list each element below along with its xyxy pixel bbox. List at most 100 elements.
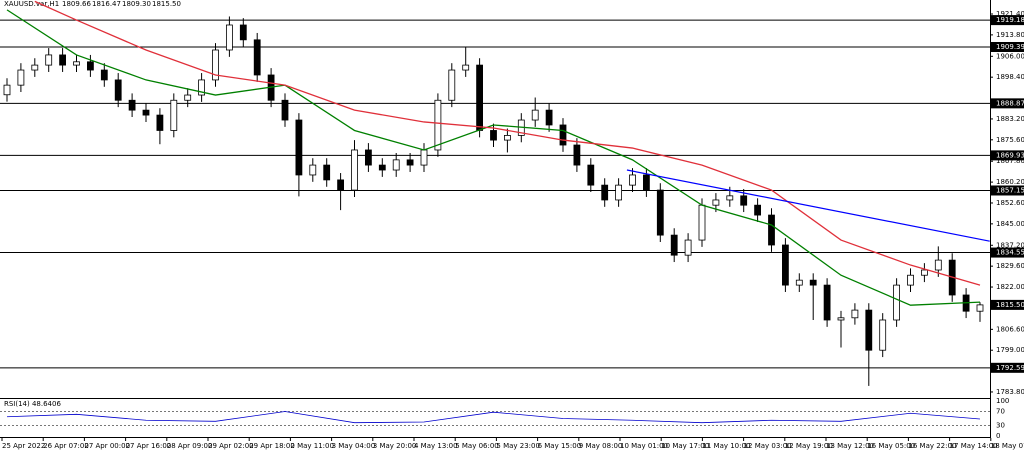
candle-body [795, 279, 803, 286]
x-tick-label: 27 Apr 16:00 [126, 442, 172, 450]
y-tick-label: 1822.00 [996, 283, 1024, 291]
candle-body [809, 279, 817, 286]
candle-body [59, 54, 66, 66]
y-tick-label: 1898.40 [996, 73, 1024, 81]
level-label-box [991, 150, 1024, 161]
candle-body [434, 99, 442, 151]
candle-body [364, 149, 372, 166]
candle-body [615, 184, 622, 201]
rsi-tick-label: 70 [996, 408, 1005, 416]
candle-body [45, 54, 53, 66]
level-label: 1919.18 [996, 16, 1024, 24]
quote-value: 1816.47 [92, 0, 121, 8]
price-label: 1815.50 [996, 301, 1024, 309]
candle-body [156, 114, 164, 131]
candle-body [253, 39, 261, 76]
x-tick-label: 12 May 03:00 [744, 442, 792, 450]
candle-body [3, 84, 11, 96]
quote-value: 1809.66 [62, 0, 91, 8]
y-tick-label: 1867.80 [996, 157, 1024, 165]
quote-value: 1809.30 [122, 0, 151, 8]
candle-body [198, 79, 206, 96]
candle-body [601, 184, 609, 201]
rsi-tick-label: 100 [996, 397, 1009, 405]
candle-body [420, 149, 428, 166]
candle-body [559, 124, 567, 146]
y-tick-label: 1921.40 [996, 10, 1024, 18]
rsi-tick-label: 0 [996, 432, 1000, 440]
candle-body [100, 69, 108, 81]
y-tick-label: 1783.80 [996, 388, 1024, 396]
y-tick-label: 1906.00 [996, 52, 1024, 60]
candle-body [907, 274, 914, 286]
candle-body [670, 234, 678, 256]
x-tick-label: 10 May 17:00 [661, 442, 709, 450]
y-tick-label: 1913.80 [996, 31, 1024, 39]
x-tick-label: 3 May 20:00 [373, 442, 417, 450]
candle-body [351, 149, 358, 191]
level-label-box [991, 362, 1024, 373]
candle-body [295, 119, 303, 176]
candle-body [406, 159, 414, 166]
level-label-box [991, 41, 1024, 52]
candle-body [823, 284, 831, 321]
candle-body [573, 144, 581, 166]
level-label-box [991, 247, 1024, 258]
y-tick-label: 1806.60 [996, 325, 1024, 333]
candle-body [31, 64, 39, 71]
x-tick-label: 13 May 12:00 [826, 442, 874, 450]
candle-body [643, 174, 650, 191]
x-tick-label: 5 May 23:00 [496, 442, 540, 450]
rsi-line [6, 411, 981, 424]
candle-body [225, 24, 233, 51]
candle-body [323, 164, 331, 181]
x-tick-label: 28 Apr 09:00 [167, 442, 213, 450]
moving-average [6, 9, 981, 306]
candle-body [17, 69, 25, 86]
candle-body [73, 61, 80, 66]
x-tick-label: 2 May 11:00 [290, 442, 334, 450]
level-label: 1834.55 [996, 249, 1024, 257]
x-tick-label: 3 May 04:00 [332, 442, 376, 450]
candle-body [782, 244, 789, 286]
candle-body [378, 164, 386, 171]
candle-body [837, 317, 845, 321]
candle-body [128, 99, 136, 111]
quote-value: 1815.50 [152, 0, 181, 8]
level-label: 1869.93 [996, 151, 1024, 159]
candle-body [531, 109, 539, 121]
candle-body [893, 284, 900, 321]
candle-body [337, 179, 345, 191]
x-tick-label: 17 May 14:00 [950, 442, 998, 450]
level-label: 1909.39 [996, 43, 1024, 51]
x-tick-label: 29 Apr 18:00 [249, 442, 295, 450]
candle-body [170, 99, 178, 131]
x-tick-label: 16 May 22:00 [908, 442, 956, 450]
candle-body [239, 24, 247, 41]
moving-average [34, 0, 981, 286]
candle-body [768, 214, 775, 246]
candle-body [476, 64, 484, 131]
x-tick-label: 12 May 19:00 [785, 442, 833, 450]
candle-body [545, 109, 553, 126]
x-tick-label: 9 May 08:00 [579, 442, 623, 450]
symbol: XAUUSD.var,H1 [4, 0, 59, 8]
y-tick-label: 1852.60 [996, 199, 1024, 207]
candle-body [448, 69, 456, 101]
candle-body [629, 174, 636, 186]
candle-body [976, 304, 984, 312]
x-tick-label: 29 Apr 02:00 [208, 442, 254, 450]
candle-body [184, 94, 192, 101]
candle-body [851, 309, 859, 319]
candle-body [392, 159, 400, 171]
level-label: 1888.87 [996, 99, 1024, 107]
y-tick-label: 1829.60 [996, 262, 1024, 270]
candle-body [712, 199, 720, 206]
candle-body [754, 204, 761, 216]
y-tick-label: 1837.20 [996, 241, 1024, 249]
level-label-box [991, 185, 1024, 196]
candle-body [684, 239, 692, 256]
x-tick-label: 4 May 13:00 [414, 442, 458, 450]
rsi-tick-label: 30 [996, 422, 1005, 430]
